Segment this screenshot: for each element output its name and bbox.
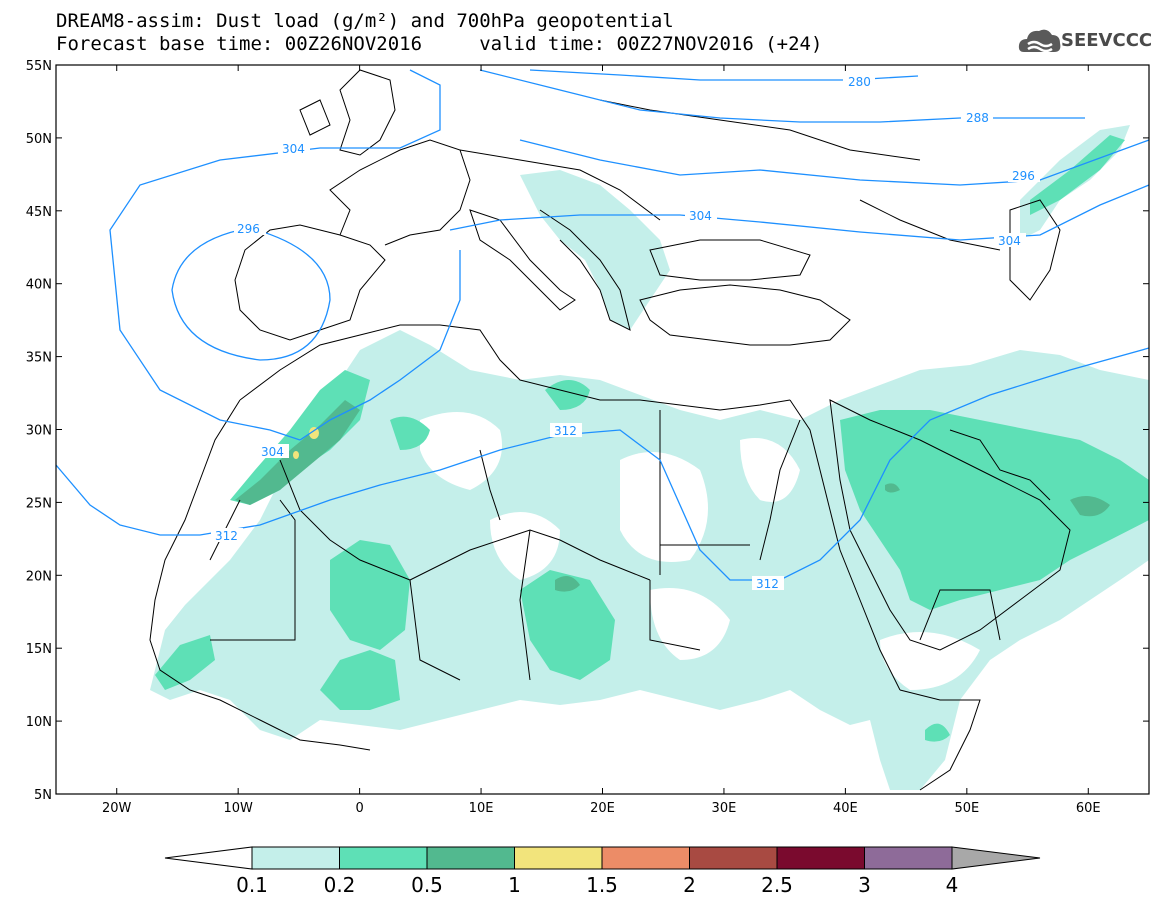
dust-load-fields bbox=[150, 125, 1149, 790]
colorbar-label: 2 bbox=[683, 873, 696, 897]
cloud-icon bbox=[1018, 29, 1061, 53]
map-title: DREAM8-assim: Dust load (g/m²) and 700hP… bbox=[56, 10, 674, 32]
geopotential-contours bbox=[56, 69, 1149, 581]
svg-text:296: 296 bbox=[237, 222, 260, 236]
lat-tick-label: 15N bbox=[26, 642, 52, 657]
colorbar-label: 4 bbox=[946, 873, 959, 897]
colorbar: 0.1 0.2 0.5 1 1.5 2 2.5 3 4 bbox=[164, 846, 1041, 897]
lon-tick-label: 10W bbox=[223, 801, 253, 816]
colorbar-label: 1.5 bbox=[586, 873, 618, 897]
lon-tick-label: 20W bbox=[102, 801, 132, 816]
longitude-labels: 20W 10W 0 10E 20E 30E 40E 50E 60E bbox=[102, 801, 1101, 816]
lon-tick-label: 0 bbox=[355, 801, 363, 816]
colorbar-swatch bbox=[251, 846, 340, 870]
svg-text:312: 312 bbox=[215, 529, 238, 543]
colorbar-swatch bbox=[514, 846, 603, 870]
lat-tick-label: 30N bbox=[26, 424, 52, 439]
lat-tick-label: 20N bbox=[26, 569, 52, 584]
colorbar-label: 0.1 bbox=[236, 873, 268, 897]
svg-text:312: 312 bbox=[554, 424, 577, 438]
colorbar-label: 2.5 bbox=[761, 873, 793, 897]
svg-text:304: 304 bbox=[261, 445, 284, 459]
logo-text: SEEVCCC bbox=[1061, 30, 1153, 51]
latitude-labels: 55N 50N 45N 40N 35N 30N 25N 20N 15N 10N 5N bbox=[26, 59, 52, 803]
lat-tick-label: 45N bbox=[26, 205, 52, 220]
colorbar-swatch bbox=[339, 846, 428, 870]
svg-text:288: 288 bbox=[966, 111, 989, 125]
lat-tick-label: 50N bbox=[26, 132, 52, 147]
lon-tick-label: 60E bbox=[1076, 801, 1101, 816]
lat-tick-label: 10N bbox=[26, 715, 52, 730]
colorbar-label: 1 bbox=[508, 873, 521, 897]
svg-text:304: 304 bbox=[998, 234, 1021, 248]
svg-text:312: 312 bbox=[756, 577, 779, 591]
colorbar-high-arrow bbox=[951, 846, 1041, 870]
colorbar-label: 0.5 bbox=[411, 873, 443, 897]
coastlines-borders bbox=[149, 69, 1071, 791]
colorbar-swatch bbox=[689, 846, 778, 870]
colorbar-swatch bbox=[864, 846, 953, 870]
svg-text:304: 304 bbox=[689, 209, 712, 223]
lon-tick-label: 20E bbox=[590, 801, 615, 816]
lon-tick-label: 30E bbox=[712, 801, 737, 816]
colorbar-label: 0.2 bbox=[324, 873, 356, 897]
forecast-time-line: Forecast base time: 00Z26NOV2016 valid t… bbox=[56, 33, 823, 55]
lat-tick-label: 55N bbox=[26, 59, 52, 74]
lon-tick-label: 50E bbox=[954, 801, 979, 816]
colorbar-swatch bbox=[601, 846, 690, 870]
contour-labels: 280 288 296 304 304 296 304 312 304 312 … bbox=[211, 74, 1040, 591]
svg-text:280: 280 bbox=[848, 75, 871, 89]
axis-ticks bbox=[56, 64, 1149, 795]
colorbar-swatch bbox=[426, 846, 515, 870]
colorbar-swatch bbox=[776, 846, 865, 870]
lat-tick-label: 40N bbox=[26, 278, 52, 293]
colorbar-low-arrow bbox=[164, 846, 253, 870]
lat-tick-label: 25N bbox=[26, 496, 52, 511]
svg-text:304: 304 bbox=[282, 142, 305, 156]
lat-tick-label: 35N bbox=[26, 351, 52, 366]
colorbar-label: 3 bbox=[858, 873, 871, 897]
lon-tick-label: 10E bbox=[469, 801, 494, 816]
lat-tick-label: 5N bbox=[34, 788, 52, 803]
svg-text:296: 296 bbox=[1012, 169, 1035, 183]
lon-tick-label: 40E bbox=[833, 801, 858, 816]
